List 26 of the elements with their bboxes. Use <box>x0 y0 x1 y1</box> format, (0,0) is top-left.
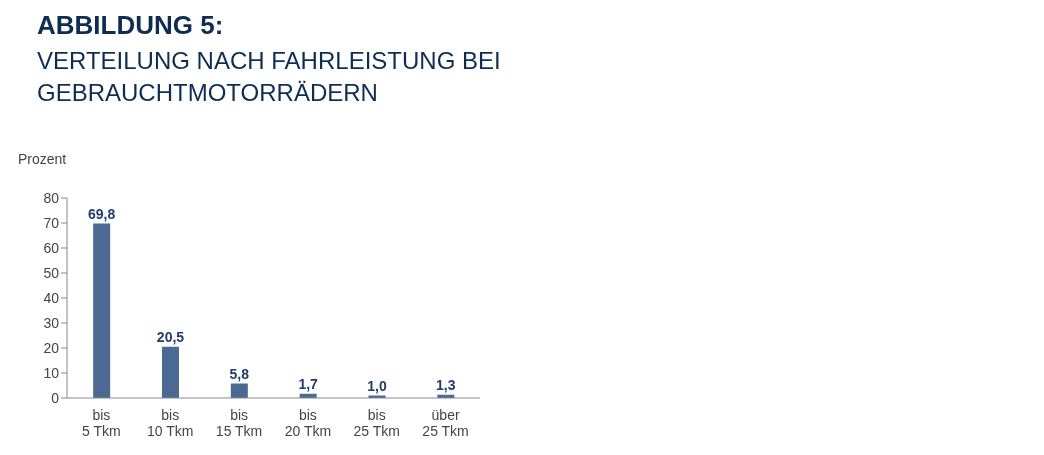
y-tick-label: 50 <box>43 264 60 281</box>
y-tick-label: 30 <box>43 314 60 331</box>
y-tick-label: 60 <box>43 239 60 256</box>
data-label: 1,0 <box>367 377 387 394</box>
data-label: 20,5 <box>156 328 185 345</box>
y-tick-label: 80 <box>43 189 60 206</box>
y-tick-label: 0 <box>51 389 60 406</box>
x-tick-label: bis 10 Tkm <box>147 407 194 439</box>
data-label: 69,8 <box>88 205 116 222</box>
y-tick-label: 70 <box>43 214 60 231</box>
x-tick-label: bis 5 Tkm <box>82 407 121 439</box>
chart-title: ABBILDUNG 5: <box>37 10 225 41</box>
x-tick-label: bis 25 Tkm <box>353 407 400 439</box>
x-tick-label: bis 15 Tkm <box>215 407 263 439</box>
bar <box>161 346 179 398</box>
x-tick-label: bis 20 Tkm <box>284 407 332 439</box>
y-tick-label: 20 <box>43 339 60 356</box>
y-tick-label: 40 <box>43 289 60 306</box>
y-tick-label: 10 <box>43 364 60 381</box>
data-label: 5,8 <box>229 365 250 382</box>
data-label: 1,7 <box>298 375 319 392</box>
y-axis-title: Prozent <box>18 151 67 167</box>
chart-subtitle: VERTEILUNG NACH FAHRLEISTUNG BEI GEBRAUCHTMOTORRÄDERN <box>37 46 502 108</box>
data-label: 1,3 <box>436 376 456 393</box>
bar <box>93 223 111 398</box>
x-tick-label: über 25 Tkm <box>422 407 469 439</box>
